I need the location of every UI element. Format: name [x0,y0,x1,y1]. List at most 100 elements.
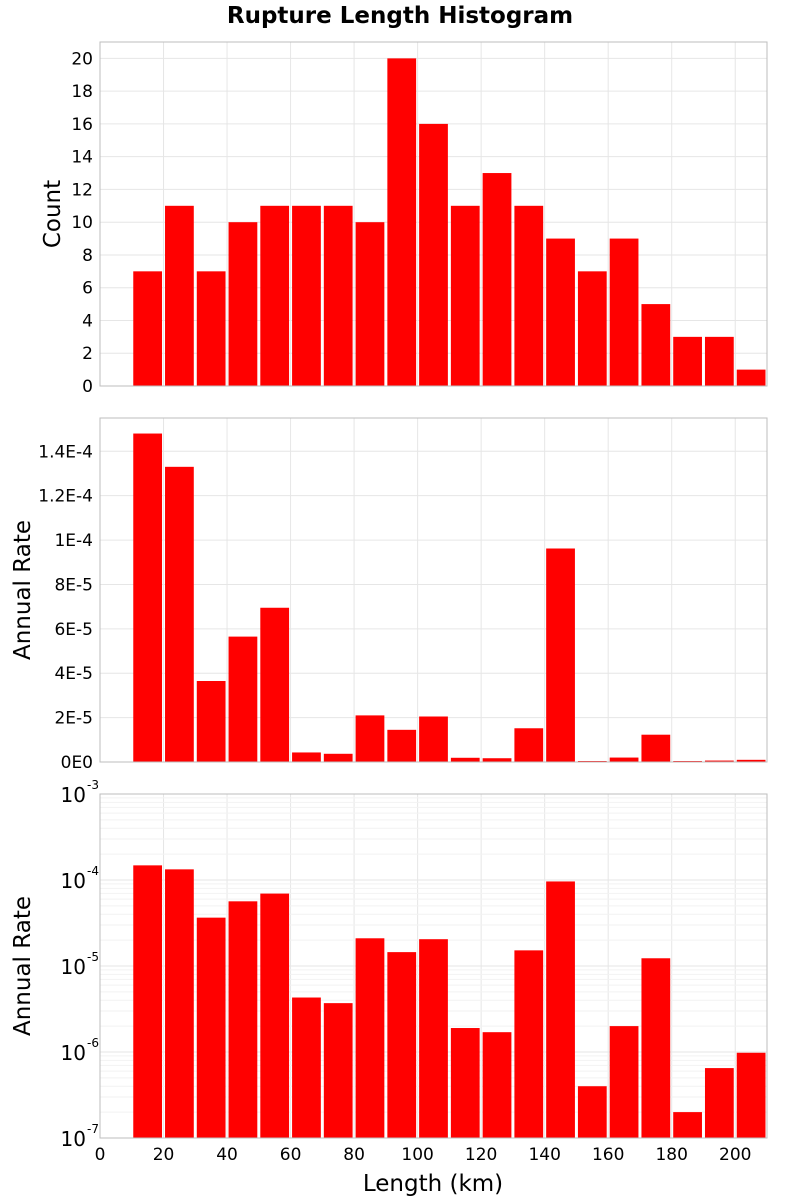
bar [546,881,575,1138]
bar [133,433,163,762]
x-tick-label: 120 [465,1145,497,1165]
x-tick-label: 60 [280,1145,302,1165]
y-tick-exponent: -5 [87,950,99,964]
bar [292,997,321,1138]
bar [609,238,639,386]
bar [323,205,353,386]
bar [260,205,290,386]
bar [133,865,163,1138]
y-tick-labels: 0 2 4 6 8 10 12 14 16 18 20 [71,49,93,397]
bars [133,865,766,1138]
y-tick-label: 6 [82,279,93,299]
y-tick-label: 20 [71,49,93,69]
y-tick-label: 16 [71,115,93,135]
bar [165,205,194,386]
bar [673,1112,702,1138]
bar [577,1086,607,1138]
bar [736,1052,766,1138]
bar [736,759,766,762]
bar [355,715,385,762]
x-tick-label: 40 [216,1145,238,1165]
bar [196,680,226,762]
bar [704,336,734,386]
bar [482,173,512,386]
y-axis-title: Count [40,180,66,248]
bar [228,901,258,1138]
plot-frame [99,417,768,763]
bar [323,1003,353,1138]
y-tick-exponent: -3 [87,778,99,792]
x-tick-label: 80 [343,1145,365,1165]
y-axis-title: Annual Rate [10,896,36,1036]
x-tick-label: 160 [592,1145,624,1165]
bar [514,950,544,1138]
x-tick-label: 100 [401,1145,433,1165]
x-gridlines [99,42,736,386]
bar [704,760,734,762]
bar [482,1032,512,1138]
bar [292,205,321,386]
bar [704,1068,734,1138]
chart-title: Rupture Length Histogram [227,3,573,29]
bar [260,607,290,762]
y-tick-label: 14 [71,148,93,168]
y-tick-label: 8 [82,246,93,266]
bar [260,893,290,1138]
bar [355,938,385,1138]
y-tick-labels: 0E0 2E-5 4E-5 6E-5 8E-5 1E-4 1.2E-4 1.4E-4 [38,442,93,773]
y-tick-exponent: -4 [87,864,99,878]
bar [450,1028,480,1138]
bar [196,271,226,386]
y-tick-label: 2E-5 [54,709,93,729]
bar [577,271,607,386]
x-tick-label: 140 [528,1145,560,1165]
bar [387,729,417,762]
bar [736,369,766,386]
bar [450,205,480,386]
y-tick-label: 0E0 [61,753,93,773]
bar [482,758,512,762]
y-tick-label: 10 [61,783,86,807]
bar [133,271,163,386]
y-tick-label: 1.4E-4 [38,442,93,462]
bars [133,58,766,387]
x-tick-label: 0 [95,1145,106,1165]
bar [323,753,353,762]
bar [673,336,702,386]
y-tick-label: 10 [61,1127,86,1151]
x-tick-label: 200 [719,1145,751,1165]
bar [641,958,671,1138]
y-tick-label: 2 [82,344,93,364]
y-tick-label: 10 [61,1041,86,1065]
panel-2: 0E0 2E-5 4E-5 6E-5 8E-5 1E-4 1.2E-4 1.4E-4 Annua… [10,417,768,773]
y-tick-label: 10 [61,869,86,893]
y-tick-label: 8E-5 [54,575,93,595]
bar [387,952,417,1138]
y-tick-label: 12 [71,180,93,200]
plot-frame [99,41,768,387]
bar [609,1026,639,1138]
bars [133,433,766,762]
y-tick-label: 4 [82,311,93,331]
y-tick-label: 4E-5 [54,664,93,684]
bar [609,757,639,762]
bar [450,757,480,762]
x-tick-labels: 0 20 40 60 80 100 120 140 160 180 200 [95,1145,752,1165]
bar [546,548,575,762]
y-tick-label: 1E-4 [54,531,93,551]
bar [419,939,448,1138]
x-gridlines [99,418,736,762]
y-axis-title: Annual Rate [10,520,36,660]
x-tick-label: 180 [655,1145,687,1165]
bar [228,222,258,386]
bar [419,716,448,762]
bar [292,752,321,762]
bar [546,238,575,386]
bar [641,734,671,762]
y-tick-exponent: -7 [87,1122,99,1136]
x-axis-title: Length (km) [363,1171,503,1197]
bar [355,222,385,386]
